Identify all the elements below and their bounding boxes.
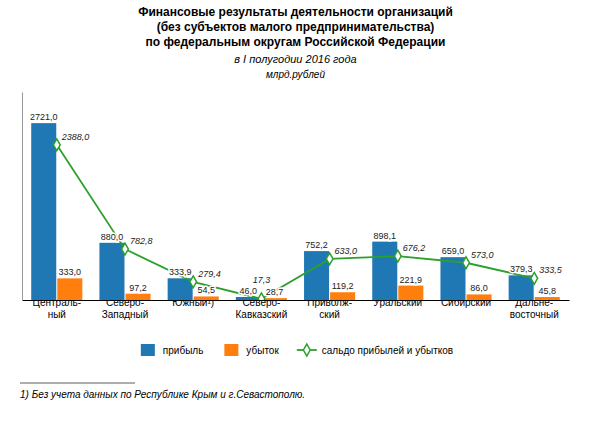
data-label: 279,4 (197, 269, 221, 279)
bar (194, 296, 219, 300)
legend-item: сальдо прибылей и убытков (297, 344, 453, 356)
legend-label: убыток (246, 345, 279, 356)
data-label: 898,1 (374, 231, 397, 241)
x-tick-label: Приволж-ский (307, 297, 352, 320)
text-line: восточный (510, 309, 559, 320)
legend-marker (303, 344, 310, 356)
bar (467, 294, 492, 300)
x-tick: Дальне-восточный (510, 297, 559, 320)
bar (535, 297, 560, 300)
data-label: 333,0 (59, 267, 82, 277)
footnote: 1) Без учета данных по Республике Крым и… (20, 389, 305, 400)
legend-item: прибыль (141, 344, 204, 356)
y-axis-line (22, 93, 23, 301)
x-axis: Централь-ныйСеверо-ЗападныйЮжный¹)Северо… (23, 297, 570, 320)
marker (326, 253, 333, 265)
bar (440, 257, 465, 300)
data-label: 97,2 (129, 283, 147, 293)
x-tick: Приволж-ский (307, 297, 352, 320)
bar (509, 275, 534, 300)
data-label: 46,0 (240, 286, 258, 296)
text-line: Финансовые результаты деятельности орган… (138, 5, 453, 19)
chart: Финансовые результаты деятельности орган… (0, 0, 591, 424)
bar (304, 251, 329, 300)
x-tick-label: Северо-Западный (102, 297, 149, 320)
subtitle: в I полугодии 2016 года (234, 53, 356, 65)
data-label: 86,0 (470, 283, 488, 293)
legend-swatch (224, 344, 238, 356)
data-label: 676,2 (403, 243, 426, 253)
bar (126, 294, 151, 300)
unit-note: млрд.рублей (266, 69, 325, 80)
data-label: 659,0 (442, 246, 465, 256)
x-tick-label: Дальне-восточный (510, 297, 559, 320)
data-label: 880,0 (101, 232, 124, 242)
x-tick: Северо-Западный (102, 297, 149, 320)
data-label: 379,3 (510, 264, 533, 274)
bar-series (57, 278, 559, 300)
text-line: Западный (102, 309, 149, 320)
data-label: 221,9 (400, 275, 423, 285)
data-label: 333,5 (539, 265, 563, 275)
data-label: 17,3 (253, 275, 271, 285)
bar (398, 286, 423, 300)
data-label: 54,5 (197, 285, 215, 295)
footnote-rule (20, 383, 135, 384)
data-label: 45,8 (538, 286, 556, 296)
bar (372, 242, 397, 300)
bar (57, 278, 82, 300)
bar (330, 292, 355, 300)
y-axis (22, 93, 23, 301)
data-label: 782,8 (130, 236, 153, 246)
text-line: ный (48, 309, 66, 320)
legend-label: сальдо прибылей и убытков (322, 345, 453, 356)
marker (258, 293, 265, 300)
data-label: 119,2 (332, 281, 354, 291)
data-label: 333,9 (169, 267, 192, 277)
line (57, 145, 534, 299)
x-tick: Централь-ный (33, 297, 82, 320)
data-label: 633,0 (335, 246, 358, 256)
legend: прибыль убыток сальдо прибылей и убытков (141, 344, 453, 356)
bar-series (31, 123, 533, 300)
data-label: 752,2 (305, 240, 328, 250)
marker (463, 257, 470, 269)
legend-item: убыток (224, 344, 279, 356)
text-line: Кавказский (236, 309, 288, 320)
x-tick-label: Северо-Кавказский (236, 297, 288, 320)
bar (168, 278, 193, 300)
data-label: 573,0 (471, 250, 494, 260)
bar (31, 123, 56, 300)
marker (53, 139, 60, 151)
legend-label: прибыль (163, 345, 204, 356)
marker (190, 276, 197, 288)
marker (122, 243, 129, 255)
marker (394, 250, 401, 262)
data-label: 28,7 (266, 287, 284, 297)
data-labels: 2721,0 880,0 333,9 46,0 752,2 898,1 659,0 379,3… (30, 112, 563, 297)
text-line: ский (319, 309, 340, 320)
plot-marks (31, 123, 560, 300)
text-line: по федеральным округам Российской Федера… (146, 35, 446, 49)
data-label: 2721,0 (30, 112, 58, 122)
data-label: 2388,0 (61, 132, 90, 142)
bar (99, 243, 124, 300)
legend-swatch (141, 344, 155, 356)
x-tick: Северо-Кавказский (236, 297, 288, 320)
text-line: (без субъектов малого предпринимательств… (157, 20, 435, 34)
title: Финансовые результаты деятельности орган… (138, 5, 453, 49)
bar (262, 298, 287, 300)
x-tick-label: Централь-ный (33, 297, 82, 320)
